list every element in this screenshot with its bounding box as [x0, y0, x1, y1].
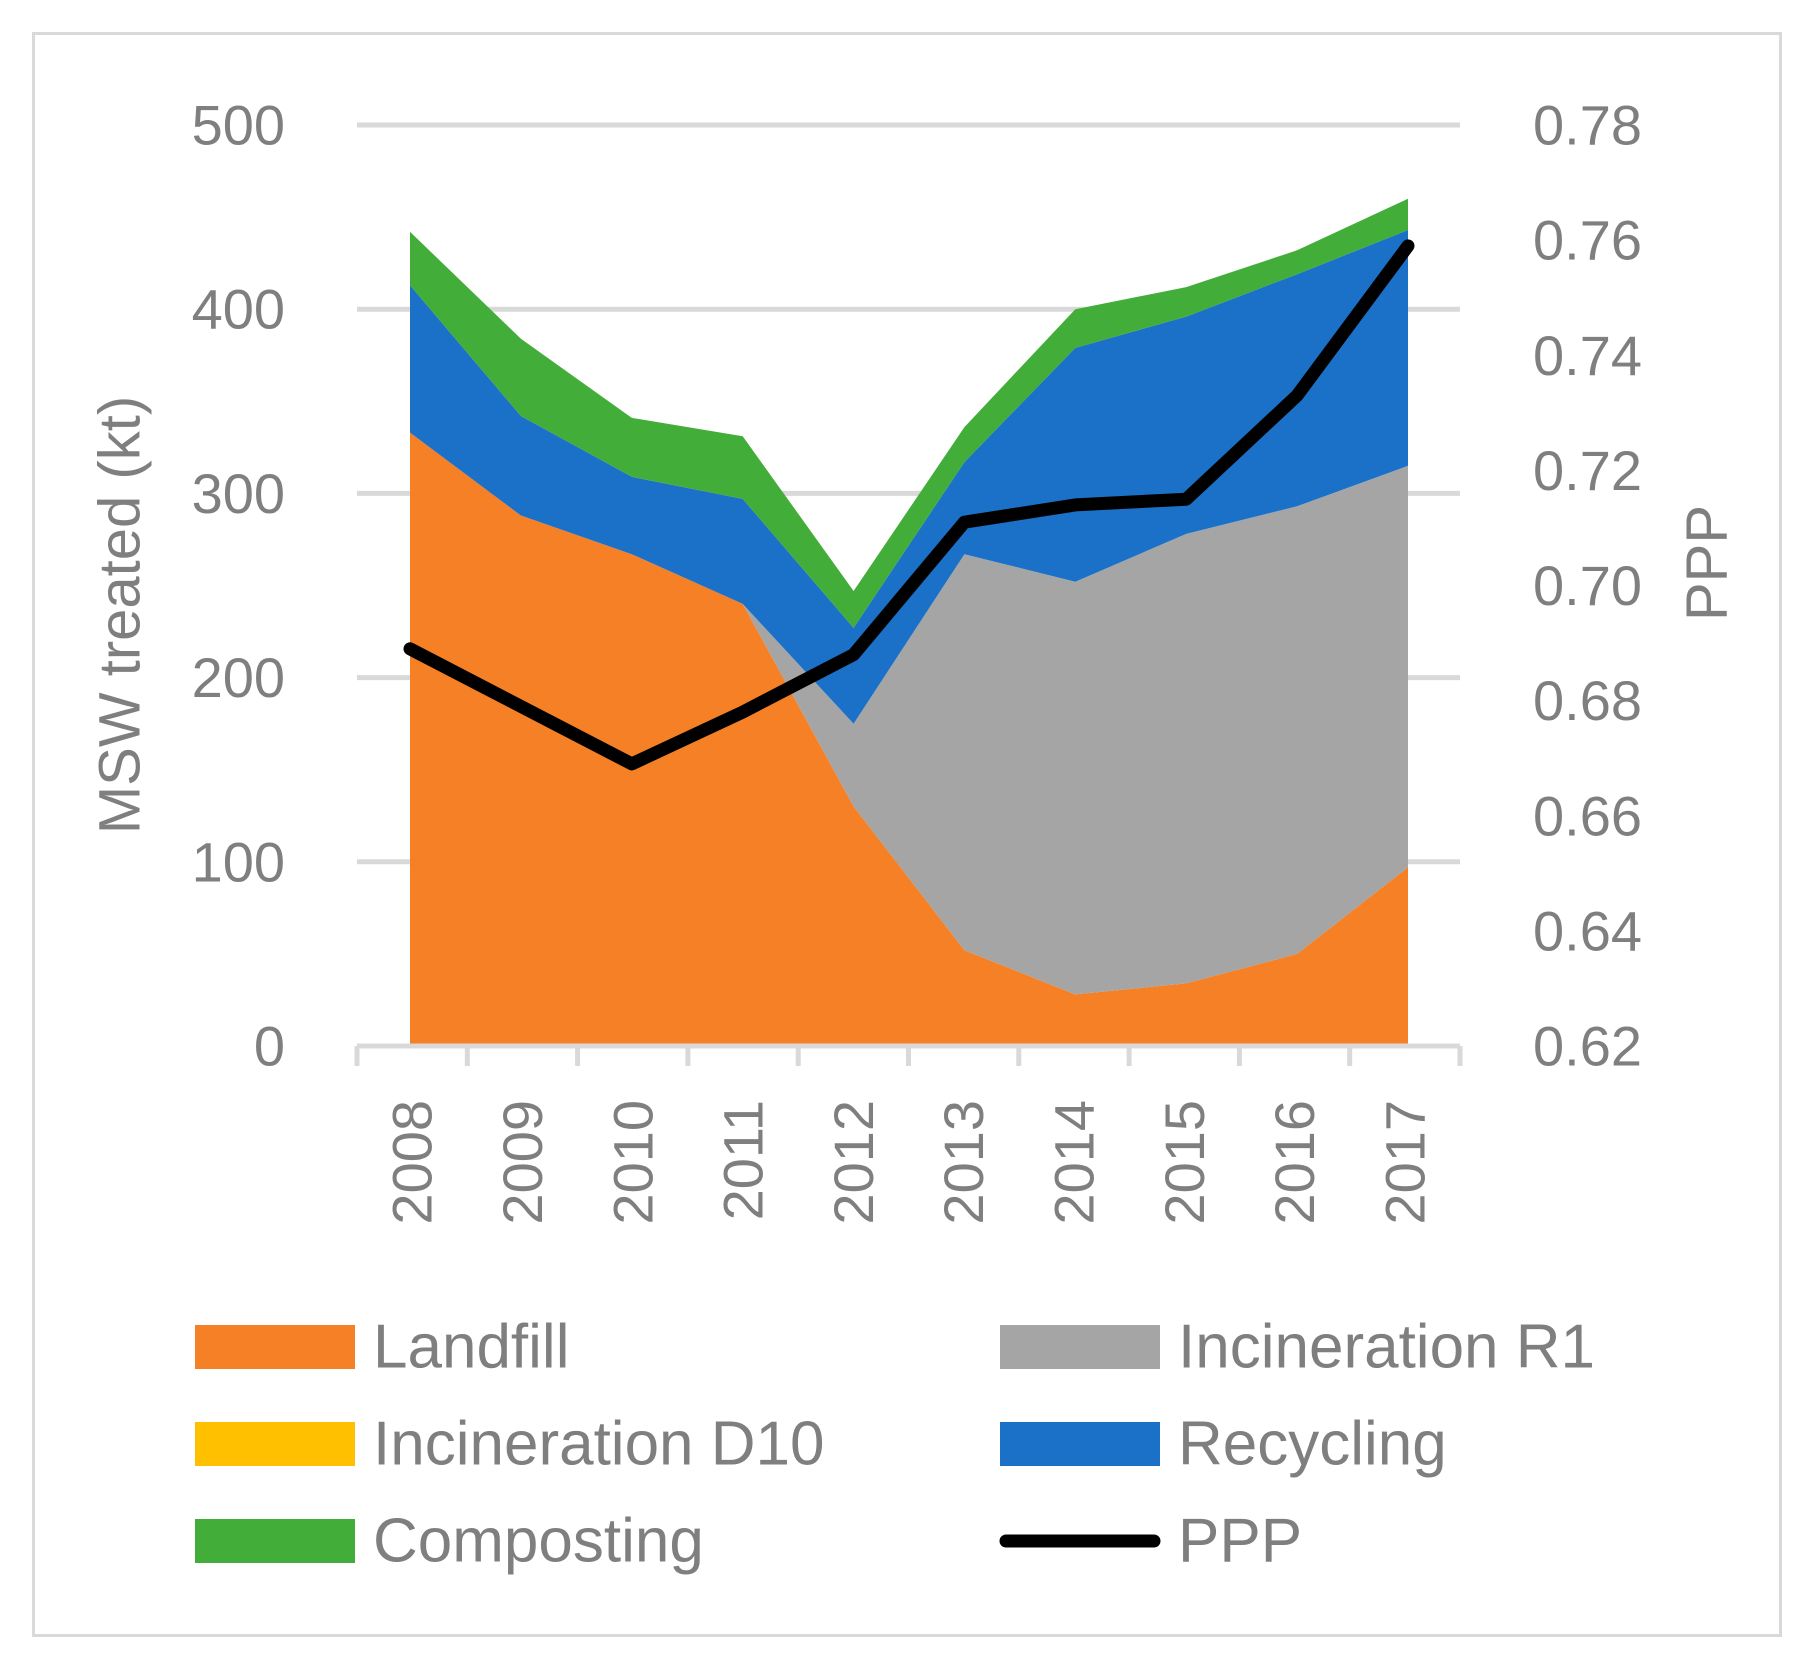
legend-label-landfill: Landfill — [373, 1313, 569, 1382]
left-axis-ticks: 0 100 200 300 400 500 — [192, 94, 285, 1078]
legend: Landfill Incineration R1 Incineration D10 R… — [195, 1313, 1595, 1576]
legend-label-recycling: Recycling — [1178, 1410, 1447, 1479]
x-tick-label: 2009 — [491, 1100, 554, 1225]
x-tick-label: 2011 — [712, 1100, 775, 1220]
y-right-tick-label: 0.68 — [1533, 669, 1642, 732]
legend-swatch-landfill — [195, 1325, 355, 1369]
y-axis-title: MSW treated (kt) — [88, 396, 153, 834]
x-axis-ticks: 2008 2009 2010 2011 2012 2013 2014 2015 2016 2017 — [381, 1100, 1437, 1225]
y-tick-label: 100 — [192, 830, 285, 893]
y-tick-label: 200 — [192, 646, 285, 709]
y-tick-label: 0 — [254, 1015, 285, 1078]
legend-swatch-incineration-d10 — [195, 1422, 355, 1466]
y-axis-right-title: PPP — [1675, 505, 1740, 621]
ppp-line — [403, 239, 1415, 771]
x-tick-label: 2013 — [932, 1100, 995, 1225]
x-tick-label: 2017 — [1373, 1100, 1436, 1225]
x-tick-label: 2012 — [822, 1100, 885, 1225]
x-tick-label: 2015 — [1153, 1100, 1216, 1225]
y-tick-label: 500 — [192, 94, 285, 157]
legend-label-composting: Composting — [373, 1507, 704, 1576]
right-axis-ticks: 0.62 0.64 0.66 0.68 0.70 0.72 0.74 0.76 0.78 — [1533, 94, 1642, 1078]
legend-label-incineration-r1: Incineration R1 — [1178, 1313, 1595, 1382]
area-layers — [410, 198, 1408, 1047]
area-incineration-r1 — [410, 432, 1408, 995]
legend-swatch-incineration-r1 — [1000, 1325, 1160, 1369]
legend-swatch-composting — [195, 1519, 355, 1563]
y-tick-label: 400 — [192, 278, 285, 341]
area-composting — [410, 198, 1408, 628]
y-right-tick-label: 0.78 — [1533, 94, 1642, 157]
y-right-tick-label: 0.62 — [1533, 1015, 1642, 1078]
axes — [354, 1043, 1463, 1066]
legend-label-incineration-d10: Incineration D10 — [373, 1410, 825, 1479]
y-right-tick-label: 0.76 — [1533, 209, 1642, 272]
y-tick-label: 300 — [192, 462, 285, 525]
legend-swatch-recycling — [1000, 1422, 1160, 1466]
y-right-tick-label: 0.70 — [1533, 554, 1642, 617]
area-landfill — [410, 432, 1408, 1047]
y-right-tick-label: 0.66 — [1533, 784, 1642, 847]
area-recycling — [410, 230, 1408, 724]
legend-label-ppp: PPP — [1178, 1507, 1302, 1576]
x-tick-label: 2008 — [381, 1100, 444, 1225]
y-right-tick-label: 0.72 — [1533, 439, 1642, 502]
x-tick-label: 2014 — [1042, 1100, 1105, 1225]
y-right-tick-label: 0.74 — [1533, 324, 1642, 387]
ppp-line-layer — [403, 239, 1415, 771]
y-right-tick-label: 0.64 — [1533, 899, 1642, 962]
x-tick-label: 2016 — [1263, 1100, 1326, 1225]
x-tick-label: 2010 — [601, 1100, 664, 1225]
